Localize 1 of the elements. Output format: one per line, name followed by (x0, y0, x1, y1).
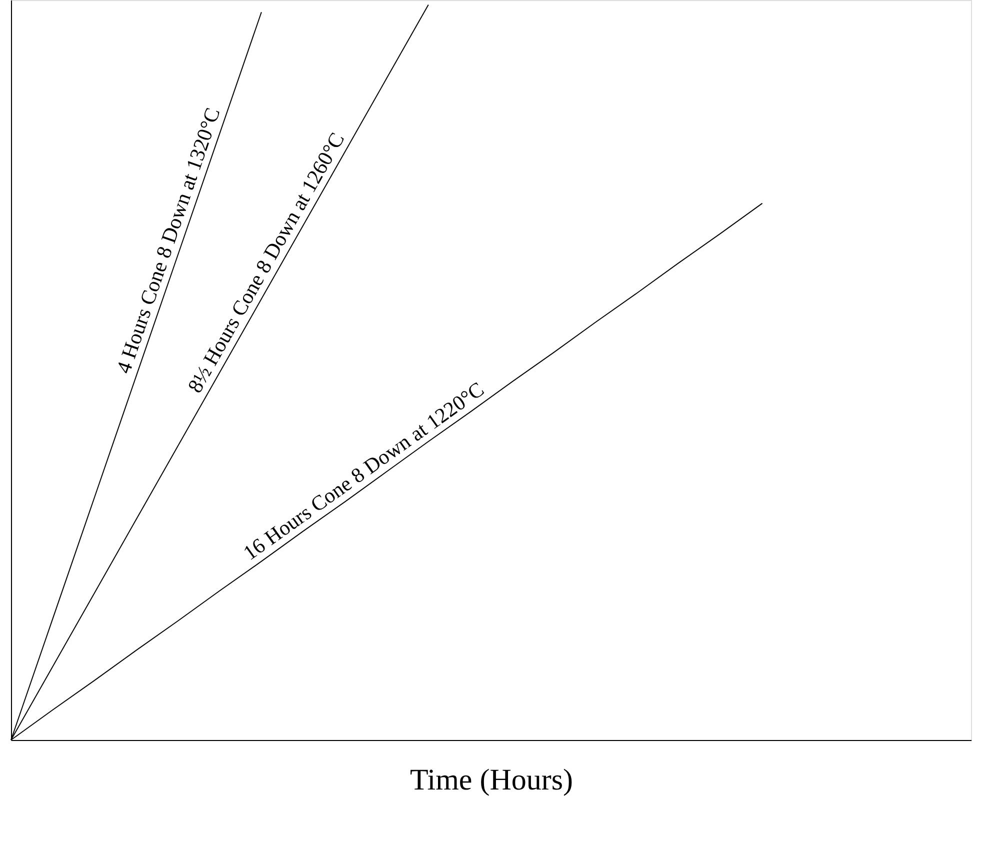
x-axis-title: Time (Hours) (410, 764, 574, 796)
